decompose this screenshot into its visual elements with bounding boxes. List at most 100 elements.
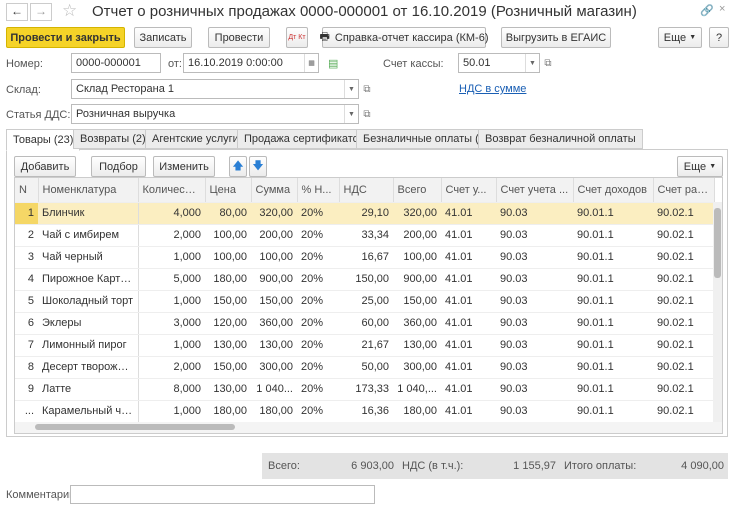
table-row[interactable]: 6 Эклеры 3,000 120,00 360,00 20% 60,00 360,00 41…	[15, 312, 714, 335]
tab-goods[interactable]: Товары (23)	[6, 129, 81, 151]
post-and-close-button[interactable]: Провести и закрыть	[6, 27, 125, 48]
column-header[interactable]: Счет учета ...	[496, 178, 574, 203]
vertical-scrollbar[interactable]	[713, 202, 722, 424]
table-cell: 90.03	[496, 356, 573, 379]
table-cell: 3,000	[138, 312, 205, 335]
chevron-down-icon[interactable]: ▼	[344, 105, 358, 123]
column-header[interactable]: Количество	[138, 178, 206, 203]
save-button[interactable]: Записать	[134, 27, 192, 48]
add-button[interactable]: Добавить	[14, 156, 76, 177]
table-cell: 21,67	[339, 334, 393, 357]
table-cell: 20%	[297, 400, 339, 423]
table-cell: 200,00	[251, 224, 297, 247]
more-label: Еще	[663, 31, 687, 44]
tab-cashless[interactable]: Безналичные оплаты (2)	[356, 129, 496, 149]
tab-agent-services[interactable]: Агентские услуги	[145, 129, 246, 149]
table-row[interactable]: 1 Блинчик 4,000 80,00 320,00 20% 29,10 320,00 41…	[15, 202, 714, 225]
help-button[interactable]: ?	[709, 27, 729, 48]
table-cell: 90.01.1	[573, 378, 653, 401]
back-button[interactable]: ←	[6, 3, 28, 21]
table-cell: 90.03	[496, 378, 573, 401]
column-header[interactable]: N	[15, 178, 39, 203]
window-title: Отчет о розничных продажах 0000-000001 о…	[92, 3, 637, 20]
table-cell: 4	[15, 268, 38, 291]
tab-cashless-return[interactable]: Возврат безналичной оплаты	[478, 129, 643, 149]
table-cell: 300,00	[393, 356, 441, 379]
dds-field[interactable]: Розничная выручка ▼	[71, 104, 359, 124]
open-icon[interactable]: ⧉	[544, 57, 552, 69]
egais-button[interactable]: Выгрузить в ЕГАИС	[501, 27, 611, 48]
column-header[interactable]: Цена	[205, 178, 252, 203]
calendar-icon[interactable]: ▦	[304, 54, 318, 72]
table-cell: 41.01	[441, 202, 496, 225]
link-icon[interactable]: 🔗	[700, 5, 714, 17]
table-cell: 4,000	[138, 202, 205, 225]
table-cell: 1 040...	[251, 378, 297, 401]
table-row[interactable]: 7 Лимонный пирог 1,000 130,00 130,00 20% 21,67…	[15, 334, 714, 357]
table-cell: 25,00	[339, 290, 393, 313]
edit-button[interactable]: Изменить	[153, 156, 215, 177]
table-cell: 180,00	[205, 268, 251, 291]
number-field[interactable]: 0000-000001	[71, 53, 161, 73]
pick-button[interactable]: Подбор	[91, 156, 146, 177]
move-down-button[interactable]: 🡇	[249, 156, 267, 177]
table-row[interactable]: 8 Десерт творожно-... 2,000 150,00 300,00 20%…	[15, 356, 714, 379]
open-icon[interactable]: ⧉	[363, 83, 371, 95]
table-cell: 20%	[297, 378, 339, 401]
table-cell: 90.02.1	[653, 378, 714, 401]
column-header[interactable]: Счет доходов	[573, 178, 654, 203]
table-row[interactable]: 3 Чай черный 1,000 100,00 100,00 20% 16,67 100,…	[15, 246, 714, 269]
table-cell: 150,00	[205, 356, 251, 379]
date-value: 16.10.2019 0:00:00	[188, 57, 283, 69]
table-cell: 130,00	[393, 334, 441, 357]
more-button[interactable]: Еще ▼	[658, 27, 702, 48]
open-icon[interactable]: ⧉	[363, 108, 371, 120]
move-up-button[interactable]: 🡅	[229, 156, 247, 177]
cash-account-field[interactable]: 50.01 ▼	[458, 53, 540, 73]
tab-returns[interactable]: Возвраты (2)	[73, 129, 153, 149]
table-row[interactable]: ... Карамельный чиз... 1,000 180,00 180,00 20…	[15, 400, 714, 423]
print-km6-button[interactable]: 🖶 Справка-отчет кассира (КМ-6)	[320, 27, 489, 48]
table-row[interactable]: 4 Пирожное Карто... 5,000 180,00 900,00 20% 15…	[15, 268, 714, 291]
tab-certificates[interactable]: Продажа сертификатов	[237, 129, 372, 149]
horizontal-scrollbar[interactable]	[15, 422, 722, 433]
table-row[interactable]: 2 Чай с имбирем 2,000 100,00 200,00 20% 33,34 2…	[15, 224, 714, 247]
chevron-down-icon[interactable]: ▼	[525, 54, 539, 72]
column-header[interactable]: % Н...	[297, 178, 340, 203]
column-header[interactable]: Счет расход	[653, 178, 715, 203]
post-button[interactable]: Провести	[208, 27, 270, 48]
table-cell: 8	[15, 356, 38, 379]
column-header[interactable]: Всего	[393, 178, 442, 203]
table-cell: 2,000	[138, 356, 205, 379]
forward-button[interactable]: →	[30, 3, 52, 21]
table-cell: 150,00	[251, 290, 297, 313]
table-cell: 16,67	[339, 246, 393, 269]
favorite-star-icon[interactable]: ☆	[62, 1, 78, 20]
cash-account-label: Счет кассы:	[383, 58, 444, 70]
comment-field[interactable]	[70, 485, 375, 504]
column-header[interactable]: Счет у...	[441, 178, 497, 203]
table-cell: 9	[15, 378, 38, 401]
table-row[interactable]: 9 Латте 8,000 130,00 1 040... 20% 173,33 1 040,…	[15, 378, 714, 401]
column-header[interactable]: Номенклатура	[38, 178, 139, 203]
dt-kt-button[interactable]: Дт Кт	[286, 27, 308, 48]
table-cell: 100,00	[205, 224, 251, 247]
close-icon[interactable]: ×	[719, 3, 726, 15]
table-cell: 90.02.1	[653, 334, 714, 357]
date-field[interactable]: 16.10.2019 0:00:00 ▦	[183, 53, 319, 73]
vat-in-sum-link[interactable]: НДС в сумме	[459, 83, 527, 95]
column-header[interactable]: НДС	[339, 178, 394, 203]
chevron-down-icon[interactable]: ▼	[344, 80, 358, 98]
dt-kt-icon: Дт Кт	[288, 34, 306, 41]
table-cell: 20%	[297, 312, 339, 335]
warehouse-field[interactable]: Склад Ресторана 1 ▼	[71, 79, 359, 99]
column-header[interactable]: Сумма	[251, 178, 298, 203]
document-status-icon[interactable]: ▤	[328, 58, 339, 70]
table-cell: 5	[15, 290, 38, 313]
total-label: Всего:	[268, 460, 300, 472]
table-row[interactable]: 5 Шоколадный торт 1,000 150,00 150,00 20% 25,0…	[15, 290, 714, 313]
table-cell: 100,00	[251, 246, 297, 269]
print-label: Справка-отчет кассира (КМ-6)	[334, 31, 489, 44]
table-cell: 1,000	[138, 400, 205, 423]
table-more-button[interactable]: Еще ▼	[677, 156, 723, 177]
